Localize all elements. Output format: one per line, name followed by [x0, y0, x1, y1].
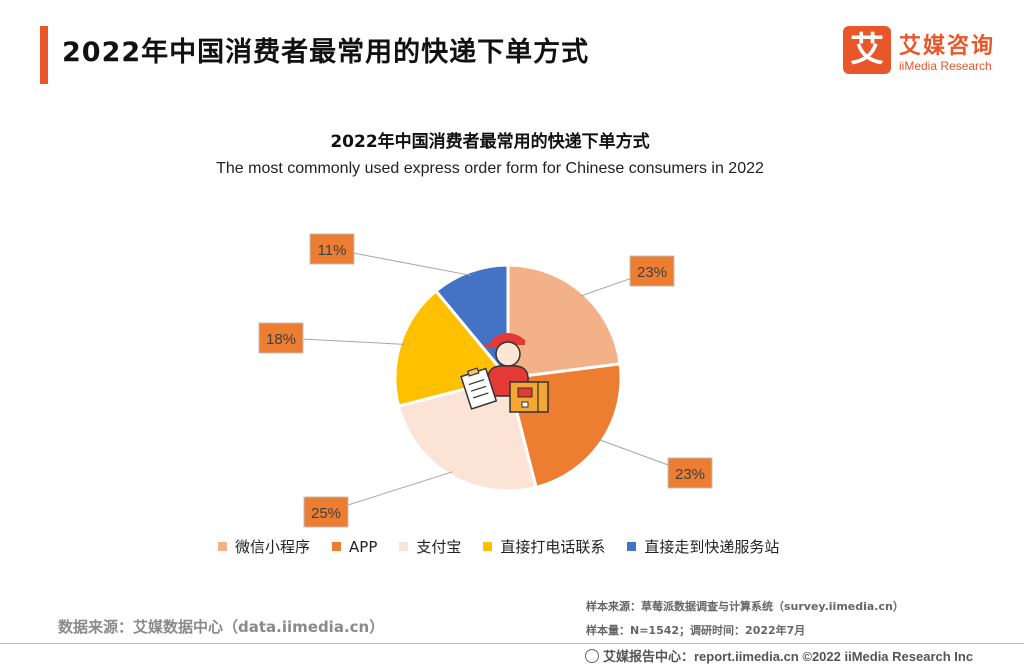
logo-mark: 艾	[843, 26, 891, 74]
leader-line-5	[331, 248, 472, 276]
pie-slice-5	[433, 263, 510, 383]
sample-size: 样本量：N=1542；调研时间：2022年7月	[586, 624, 806, 637]
legend-swatch	[218, 542, 227, 551]
chart-legend: 微信小程序 APP 支付宝 直接打电话联系 直接走到快递服务站	[218, 536, 779, 557]
legend-swatch	[332, 542, 342, 551]
data-label-text-4: 18%	[266, 331, 296, 348]
legend-label: APP	[349, 537, 378, 556]
data-label-3: 25%	[303, 496, 349, 528]
legend-swatch	[627, 542, 637, 551]
data-label-4: 18%	[258, 322, 304, 354]
chart-title: 2022年中国消费者最常用的快递下单方式	[330, 132, 650, 152]
footer-copyright: 艾媒报告中心：report.iimedia.cn ©2022 iiMedia R…	[585, 646, 973, 665]
data-label-5: 11%	[309, 233, 355, 265]
data-label-text-1: 23%	[637, 264, 667, 281]
legend-swatch	[399, 542, 409, 551]
data-label-text-3: 25%	[311, 505, 341, 522]
legend-label: 直接走到快递服务站	[644, 538, 780, 556]
data-labels: 23% 23% 25% 18% 11%	[258, 233, 713, 528]
legend-item-4: 直接打电话联系	[483, 536, 605, 557]
legend-item-2: APP	[332, 536, 377, 557]
courier-illustration-icon	[460, 333, 549, 413]
legend-label: 微信小程序	[235, 538, 311, 556]
brand-logo: 艾 艾媒咨询 iiMedia Research	[843, 26, 1013, 78]
report-center-icon	[585, 649, 599, 663]
sample-source: 样本来源：草莓派数据调查与计算系统（survey.iimedia.cn）	[586, 600, 904, 613]
legend-swatch	[483, 542, 493, 551]
footer-divider	[0, 643, 1024, 644]
pie-slice-3	[396, 376, 538, 493]
title-accent-bar	[40, 26, 48, 84]
legend-label: 直接打电话联系	[500, 538, 606, 556]
page-title: 2022年中国消费者最常用的快递下单方式	[62, 37, 590, 68]
pie-slice-1	[506, 263, 622, 380]
legend-item-3: 支付宝	[399, 536, 461, 557]
data-label-text-5: 11%	[318, 242, 347, 259]
data-source: 数据来源：艾媒数据中心（data.iimedia.cn）	[58, 618, 385, 636]
logo-en-text: iiMedia Research	[899, 59, 992, 73]
copyright-text: 艾媒报告中心：report.iimedia.cn ©2022 iiMedia R…	[603, 649, 974, 664]
legend-label: 支付宝	[416, 538, 462, 556]
legend-item-5: 直接走到快递服务站	[627, 536, 779, 557]
data-label-1: 23%	[629, 255, 675, 287]
legend-item-1: 微信小程序	[218, 536, 310, 557]
logo-cn-text: 艾媒咨询	[899, 34, 996, 59]
data-label-text-2: 23%	[675, 466, 705, 483]
chart-subtitle: The most commonly used express order for…	[216, 160, 764, 177]
data-label-2: 23%	[667, 457, 713, 489]
